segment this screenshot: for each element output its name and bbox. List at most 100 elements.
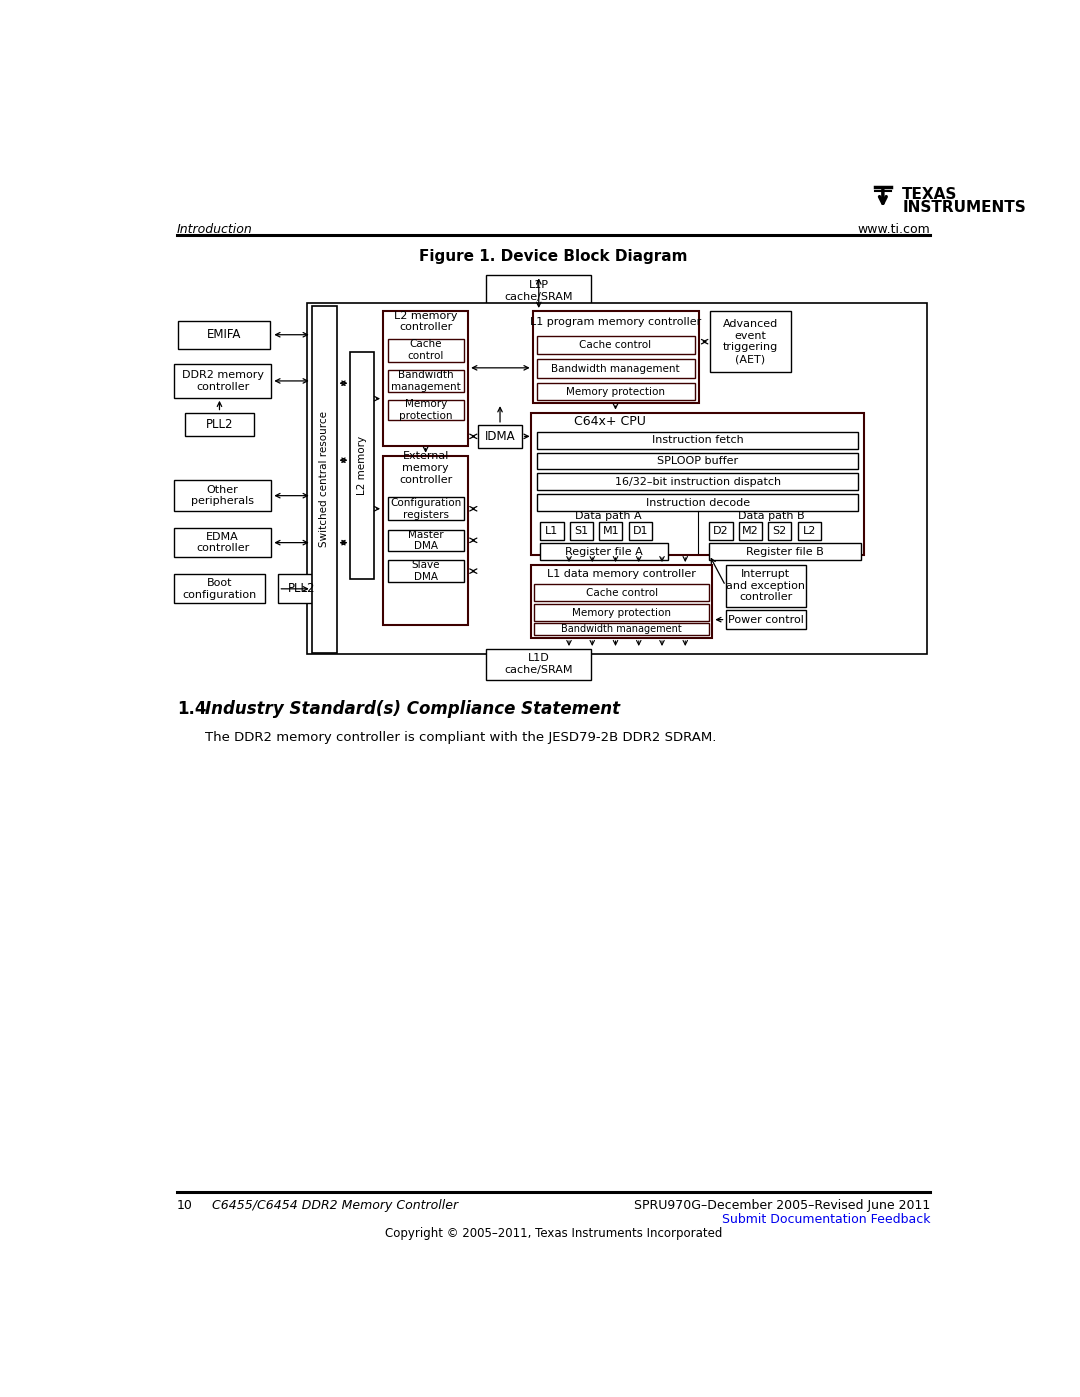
Text: S2: S2 bbox=[772, 527, 787, 536]
Text: Memory protection: Memory protection bbox=[572, 608, 671, 617]
Text: Figure 1. Device Block Diagram: Figure 1. Device Block Diagram bbox=[419, 250, 688, 264]
Text: Bandwidth management: Bandwidth management bbox=[562, 624, 683, 634]
Text: D2: D2 bbox=[713, 527, 729, 536]
Text: Bandwidth management: Bandwidth management bbox=[551, 363, 679, 373]
Text: L2 memory
controller: L2 memory controller bbox=[394, 312, 457, 332]
Text: 16/32–bit instruction dispatch: 16/32–bit instruction dispatch bbox=[615, 476, 781, 486]
Text: IDMA: IDMA bbox=[485, 430, 515, 443]
Text: Boot
configuration: Boot configuration bbox=[183, 578, 257, 599]
Bar bbox=[388, 497, 463, 520]
Bar bbox=[537, 453, 859, 469]
Bar bbox=[531, 412, 864, 555]
Text: L1: L1 bbox=[545, 527, 558, 536]
Bar bbox=[540, 522, 564, 541]
Text: L2 memory: L2 memory bbox=[357, 436, 367, 495]
Text: Memory protection: Memory protection bbox=[566, 387, 665, 397]
Bar bbox=[279, 574, 325, 604]
Bar bbox=[629, 522, 652, 541]
Text: C64x+ CPU: C64x+ CPU bbox=[573, 415, 646, 429]
Bar bbox=[537, 432, 859, 448]
Text: C6455/C6454 DDR2 Memory Controller: C6455/C6454 DDR2 Memory Controller bbox=[213, 1199, 459, 1213]
Bar bbox=[388, 338, 463, 362]
Bar bbox=[535, 605, 710, 622]
Text: Memory
protection: Memory protection bbox=[399, 400, 453, 420]
Bar bbox=[537, 383, 694, 400]
Text: L1 data memory controller: L1 data memory controller bbox=[548, 569, 697, 580]
Bar bbox=[174, 365, 271, 398]
Bar bbox=[532, 312, 699, 404]
Bar bbox=[540, 543, 669, 560]
Bar bbox=[537, 359, 694, 377]
Text: Instruction fetch: Instruction fetch bbox=[651, 436, 743, 446]
Bar bbox=[599, 522, 622, 541]
Bar bbox=[537, 474, 859, 490]
Bar bbox=[388, 529, 463, 550]
Bar bbox=[478, 425, 522, 448]
Bar bbox=[312, 306, 337, 652]
Bar bbox=[726, 610, 806, 629]
Text: Advanced
event
triggering
(AET): Advanced event triggering (AET) bbox=[723, 320, 778, 365]
Text: S1: S1 bbox=[575, 527, 589, 536]
Bar bbox=[186, 412, 254, 436]
Bar bbox=[307, 303, 927, 654]
Bar bbox=[726, 564, 806, 608]
Text: M2: M2 bbox=[742, 527, 759, 536]
Bar bbox=[710, 312, 791, 373]
Bar bbox=[710, 543, 861, 560]
Text: Register file B: Register file B bbox=[746, 546, 824, 557]
Text: M1: M1 bbox=[603, 527, 619, 536]
Text: PLL2: PLL2 bbox=[205, 418, 233, 430]
Bar bbox=[798, 522, 821, 541]
Text: Cache control: Cache control bbox=[585, 588, 658, 598]
Bar bbox=[388, 560, 463, 583]
Bar bbox=[174, 528, 271, 557]
Text: 1.4: 1.4 bbox=[177, 700, 206, 718]
Bar bbox=[178, 321, 270, 349]
Text: Bandwidth
management: Bandwidth management bbox=[391, 370, 460, 391]
Text: EMIFA: EMIFA bbox=[207, 328, 241, 341]
Text: L1 program memory controller: L1 program memory controller bbox=[530, 317, 701, 327]
Bar bbox=[710, 522, 732, 541]
Text: 10: 10 bbox=[177, 1199, 192, 1213]
Bar bbox=[768, 522, 792, 541]
Text: PLL2: PLL2 bbox=[288, 583, 315, 595]
Bar bbox=[535, 584, 710, 601]
Text: L2: L2 bbox=[802, 527, 815, 536]
Bar bbox=[350, 352, 374, 578]
Text: Register file A: Register file A bbox=[565, 546, 643, 557]
Text: www.ti.com: www.ti.com bbox=[858, 222, 930, 236]
Text: Submit Documentation Feedback: Submit Documentation Feedback bbox=[721, 1213, 930, 1227]
Text: Slave
DMA: Slave DMA bbox=[411, 560, 440, 583]
Text: Industry Standard(s) Compliance Statement: Industry Standard(s) Compliance Statemen… bbox=[205, 700, 620, 718]
Bar bbox=[537, 335, 694, 353]
Bar bbox=[486, 275, 592, 306]
Text: DDR2 memory
controller: DDR2 memory controller bbox=[181, 370, 264, 391]
Text: L1P
cache/SRAM: L1P cache/SRAM bbox=[504, 279, 573, 302]
Text: External
memory
controller: External memory controller bbox=[399, 451, 453, 485]
Text: Cache
control: Cache control bbox=[407, 339, 444, 360]
Text: Cache control: Cache control bbox=[580, 339, 651, 349]
Text: Copyright © 2005–2011, Texas Instruments Incorporated: Copyright © 2005–2011, Texas Instruments… bbox=[384, 1227, 723, 1239]
Text: L1D
cache/SRAM: L1D cache/SRAM bbox=[504, 654, 573, 675]
Bar bbox=[174, 574, 266, 604]
Text: Data path A: Data path A bbox=[576, 511, 642, 521]
Text: TEXAS: TEXAS bbox=[902, 187, 958, 203]
Bar bbox=[388, 400, 463, 420]
Text: Instruction decode: Instruction decode bbox=[646, 497, 750, 507]
Bar bbox=[388, 370, 463, 391]
Text: SPRU970G–December 2005–Revised June 2011: SPRU970G–December 2005–Revised June 2011 bbox=[634, 1199, 930, 1213]
Bar bbox=[535, 623, 710, 636]
Text: Switched central resource: Switched central resource bbox=[319, 412, 329, 548]
Bar bbox=[739, 522, 762, 541]
Bar bbox=[531, 564, 713, 638]
Bar bbox=[570, 522, 593, 541]
Bar bbox=[383, 312, 469, 446]
Text: Interrupt
and exception
controller: Interrupt and exception controller bbox=[727, 569, 806, 602]
Text: Introduction: Introduction bbox=[177, 222, 253, 236]
Text: SPLOOP buffer: SPLOOP buffer bbox=[657, 455, 739, 467]
Bar bbox=[383, 455, 469, 624]
Bar bbox=[537, 495, 859, 511]
Text: Configuration
registers: Configuration registers bbox=[390, 497, 461, 520]
Text: Data path B: Data path B bbox=[738, 511, 805, 521]
Text: Other
peripherals: Other peripherals bbox=[191, 485, 254, 507]
